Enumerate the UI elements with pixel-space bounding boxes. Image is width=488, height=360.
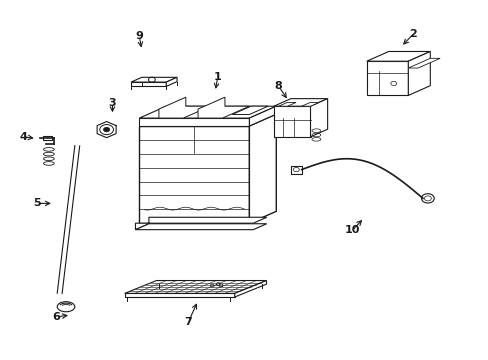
Polygon shape bbox=[131, 82, 166, 86]
Text: 1: 1 bbox=[213, 72, 221, 82]
Polygon shape bbox=[135, 217, 266, 230]
Polygon shape bbox=[139, 114, 276, 126]
Ellipse shape bbox=[57, 302, 75, 312]
Polygon shape bbox=[407, 58, 439, 68]
Polygon shape bbox=[139, 126, 249, 223]
Polygon shape bbox=[290, 166, 301, 174]
Text: 2: 2 bbox=[408, 29, 416, 39]
Polygon shape bbox=[366, 51, 429, 61]
Text: 7: 7 bbox=[184, 317, 192, 327]
Polygon shape bbox=[234, 280, 266, 297]
Polygon shape bbox=[407, 51, 429, 95]
Text: 9: 9 bbox=[135, 31, 143, 41]
Circle shape bbox=[103, 127, 109, 132]
Polygon shape bbox=[42, 136, 52, 140]
Text: 5: 5 bbox=[33, 198, 41, 208]
Polygon shape bbox=[139, 118, 249, 126]
Polygon shape bbox=[301, 102, 318, 106]
Polygon shape bbox=[124, 293, 234, 297]
Polygon shape bbox=[139, 106, 276, 118]
Text: 8: 8 bbox=[274, 81, 282, 91]
Polygon shape bbox=[198, 97, 249, 118]
Polygon shape bbox=[310, 99, 327, 137]
Polygon shape bbox=[135, 224, 266, 230]
Circle shape bbox=[421, 194, 433, 203]
Polygon shape bbox=[166, 77, 177, 86]
Text: 6: 6 bbox=[52, 312, 60, 322]
Polygon shape bbox=[366, 61, 407, 95]
Text: 4: 4 bbox=[20, 132, 27, 142]
Text: 10: 10 bbox=[344, 225, 359, 235]
Polygon shape bbox=[278, 102, 296, 106]
Polygon shape bbox=[249, 114, 276, 223]
Polygon shape bbox=[131, 77, 177, 82]
Polygon shape bbox=[273, 106, 310, 137]
Polygon shape bbox=[249, 106, 276, 126]
Text: 3: 3 bbox=[108, 98, 116, 108]
Polygon shape bbox=[273, 99, 327, 106]
Polygon shape bbox=[232, 106, 267, 114]
Polygon shape bbox=[159, 97, 210, 118]
Polygon shape bbox=[124, 280, 266, 293]
